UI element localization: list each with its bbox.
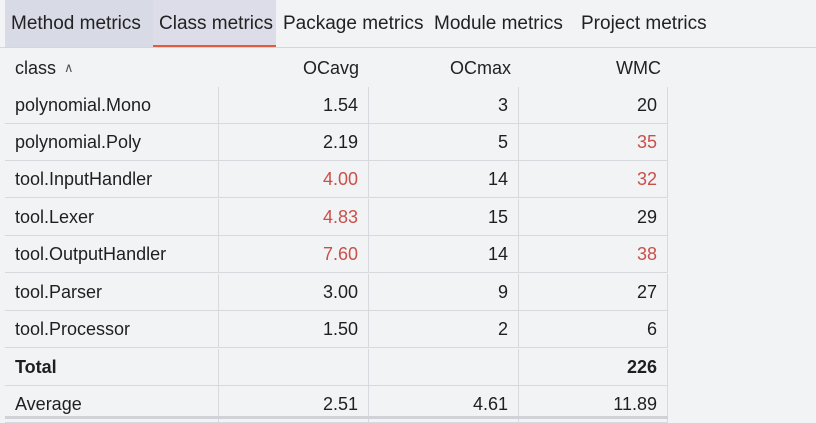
total-ocavg-cell [219,349,369,385]
ocavg-cell: 2.19 [219,124,369,160]
metrics-tab-bar: Method metrics Class metrics Package met… [0,0,816,48]
ocmax-cell: 3 [369,87,519,123]
table-row[interactable]: tool.InputHandler 4.00 14 32 [5,161,668,198]
table-header-row: class ∧ OCavg OCmax WMC [0,49,816,87]
total-row[interactable]: Total 226 [5,349,668,386]
class-name-cell: tool.Lexer [5,199,219,235]
ocavg-cell: 1.54 [219,87,369,123]
table-row[interactable]: tool.Parser 3.00 9 27 [5,274,668,311]
wmc-cell: 6 [519,311,668,347]
table-row[interactable]: polynomial.Poly 2.19 5 35 [5,124,668,161]
wmc-cell: 27 [519,274,668,310]
wmc-cell: 35 [519,124,668,160]
ocmax-cell: 5 [369,124,519,160]
class-name-cell: polynomial.Poly [5,124,219,160]
class-name-cell: tool.OutputHandler [5,236,219,272]
tab-package-metrics[interactable]: Package metrics [283,13,424,34]
tab-class-metrics[interactable]: Class metrics [153,0,276,47]
ocavg-cell: 1.50 [219,311,369,347]
column-header-ocmax[interactable]: OCmax [449,58,511,78]
average-wmc-cell: 11.89 [519,386,668,422]
ocmax-cell: 15 [369,199,519,235]
class-name-cell: tool.Processor [5,311,219,347]
table-row[interactable]: tool.OutputHandler 7.60 14 38 [5,236,668,273]
ocavg-cell: 3.00 [219,274,369,310]
total-ocmax-cell [369,349,519,385]
column-header-wmc[interactable]: WMC [616,58,661,78]
ocmax-cell: 14 [369,161,519,197]
table-bottom-border [5,416,668,419]
column-header-label: class [15,58,57,78]
total-label: Total [5,349,219,385]
average-ocmax-cell: 4.61 [369,386,519,422]
tab-project-metrics[interactable]: Project metrics [581,13,707,34]
class-name-cell: tool.Parser [5,274,219,310]
column-header-ocavg[interactable]: OCavg [302,58,359,78]
class-name-cell: polynomial.Mono [5,87,219,123]
average-label: Average [5,386,219,422]
table-row[interactable]: tool.Processor 1.50 2 6 [5,311,668,348]
ocavg-cell: 4.00 [219,161,369,197]
table-row[interactable]: tool.Lexer 4.83 15 29 [5,199,668,236]
ocavg-cell: 7.60 [219,236,369,272]
tab-method-metrics[interactable]: Method metrics [5,0,153,47]
ocavg-cell: 4.83 [219,199,369,235]
class-name-cell: tool.InputHandler [5,161,219,197]
total-wmc-cell: 226 [519,349,668,385]
ocmax-cell: 9 [369,274,519,310]
wmc-cell: 32 [519,161,668,197]
ocmax-cell: 2 [369,311,519,347]
column-header-class[interactable]: class ∧ [15,49,215,87]
table-row[interactable]: polynomial.Mono 1.54 3 20 [5,87,668,124]
ocmax-cell: 14 [369,236,519,272]
class-metrics-table: class ∧ OCavg OCmax WMC polynomial.Mono 1… [0,49,816,423]
wmc-cell: 38 [519,236,668,272]
wmc-cell: 29 [519,199,668,235]
chevron-up-icon: ∧ [64,60,74,75]
tab-module-metrics[interactable]: Module metrics [434,13,563,34]
average-ocavg-cell: 2.51 [219,386,369,422]
wmc-cell: 20 [519,87,668,123]
